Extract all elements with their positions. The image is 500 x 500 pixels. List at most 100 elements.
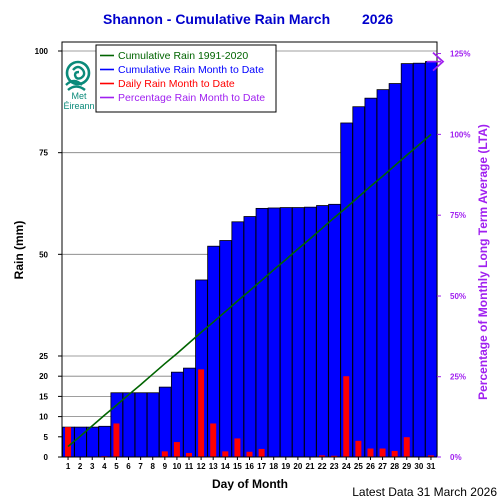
cumulative-bar: [352, 106, 366, 458]
legend-box: [95, 44, 277, 113]
x-tick-label: 7: [138, 462, 143, 471]
x-tick-label: 20: [293, 462, 302, 471]
x-tick-label: 8: [150, 462, 155, 471]
x-tick-label: 17: [257, 462, 266, 471]
x-tick-label: 25: [354, 462, 363, 471]
legend-label: Daily Rain Month to Date: [118, 78, 235, 90]
daily-bar: [210, 423, 217, 457]
x-tick-label: 6: [126, 462, 131, 471]
daily-bar: [173, 442, 180, 457]
x-tick-label: 26: [366, 462, 375, 471]
daily-bar: [319, 455, 326, 457]
daily-bar: [258, 448, 265, 457]
percentage-marker: [427, 51, 445, 72]
legend: Cumulative Rain 1991-2020 Cumulative Rain…: [95, 44, 277, 113]
chart-title-year: 2026: [362, 11, 393, 27]
cumulative-bar: [267, 207, 281, 458]
x-tick-label: 29: [402, 462, 411, 471]
x-tick-label: 1: [66, 462, 71, 471]
cumulative-bar: [400, 63, 414, 458]
percentage-marker-arrow: [432, 51, 445, 72]
cumulative-bar: [231, 221, 245, 458]
cumulative-bar: [183, 367, 196, 458]
x-tick-label: 13: [209, 462, 218, 471]
daily-bar: [427, 455, 434, 457]
cumulative-bar: [388, 83, 402, 458]
y2-tick-label: 50%: [450, 292, 466, 301]
daily-bar: [234, 438, 241, 457]
cumulative-bar: [122, 392, 136, 458]
x-tick-label: 15: [233, 462, 242, 471]
x-tick-label: 14: [221, 462, 230, 471]
cumulative-bars: [62, 61, 438, 458]
met-eireann-logo: Met Éireann: [63, 60, 95, 111]
x-tick-label: 12: [197, 462, 206, 471]
daily-bar: [198, 369, 205, 457]
x-tick-label: 2: [78, 462, 83, 471]
cumulative-bar: [243, 216, 257, 458]
y2-tick-label: 25%: [450, 373, 466, 382]
y2-tick-label: 125%: [450, 50, 470, 59]
x-tick-label: 5: [114, 462, 119, 471]
daily-bar: [379, 448, 386, 457]
x-tick-label: 27: [378, 462, 387, 471]
daily-bar: [355, 440, 362, 457]
y2-tick-label: 75%: [450, 211, 466, 220]
cumulative-bar: [146, 392, 160, 458]
x-tick-label: 22: [318, 462, 327, 471]
logo-text-met: Met: [71, 91, 87, 101]
x-axis-ticks: 1 2 3 4 5 6 7 8 9 10 11 12 13 14 15 16 17 18 19 20 21 22 23 24 2…: [66, 457, 436, 471]
x-tick-label: 9: [163, 462, 168, 471]
cumulative-bar: [412, 62, 426, 458]
x-tick-label: 30: [414, 462, 423, 471]
daily-bars: [65, 369, 434, 457]
legend-label: Cumulative Rain Month to Date: [118, 64, 264, 76]
x-tick-label: 10: [172, 462, 181, 471]
x-tick-label: 28: [390, 462, 399, 471]
daily-bar: [65, 427, 72, 457]
x-tick-label: 18: [269, 462, 278, 471]
y-tick-label: 10: [39, 413, 48, 422]
cumulative-bar: [316, 205, 329, 458]
cumulative-bar: [364, 97, 378, 458]
x-tick-label: 16: [245, 462, 254, 471]
logo-text-eireann: Éireann: [63, 101, 94, 111]
y2-tick-label: 0%: [450, 453, 462, 462]
y-tick-label: 50: [39, 250, 48, 259]
lta-line: [67, 133, 432, 448]
cumulative-bar: [255, 207, 269, 458]
x-tick-label: 3: [90, 462, 95, 471]
x-tick-label: 21: [306, 462, 315, 471]
y2-axis-ticks: 0% 25% 50% 75% 100% 125%: [437, 50, 470, 462]
daily-bar: [403, 437, 410, 457]
daily-bar: [343, 376, 350, 457]
daily-bar: [331, 455, 338, 457]
daily-bar: [391, 450, 398, 457]
footer-latest-data: Latest Data 31 March 2026: [352, 485, 497, 499]
legend-label: Cumulative Rain 1991-2020: [118, 50, 248, 62]
cumulative-bar: [86, 426, 99, 458]
cumulative-bar: [304, 206, 317, 458]
daily-bar: [222, 451, 229, 457]
y-tick-label: 75: [39, 149, 48, 158]
legend-label: Percentage Rain Month to Date: [118, 92, 265, 104]
x-tick-label: 23: [330, 462, 339, 471]
cumulative-bar: [376, 89, 390, 458]
cumulative-bar: [328, 203, 341, 458]
x-tick-label: 4: [102, 462, 107, 471]
y-tick-label: 15: [39, 392, 48, 401]
daily-bar: [113, 423, 120, 457]
cumulative-bar: [134, 392, 148, 458]
y-tick-label: 25: [39, 352, 48, 361]
daily-bar: [367, 448, 374, 457]
cumulative-bar: [158, 386, 172, 458]
x-tick-label: 24: [342, 462, 351, 471]
cumulative-bar: [219, 240, 232, 458]
cumulative-bar: [425, 61, 438, 458]
y-tick-label: 100: [35, 47, 49, 56]
daily-bar: [161, 451, 168, 457]
y-axis-label: Rain (mm): [12, 221, 26, 280]
chart-title: Shannon - Cumulative Rain March: [103, 11, 330, 27]
x-axis-label: Day of Month: [212, 477, 288, 491]
